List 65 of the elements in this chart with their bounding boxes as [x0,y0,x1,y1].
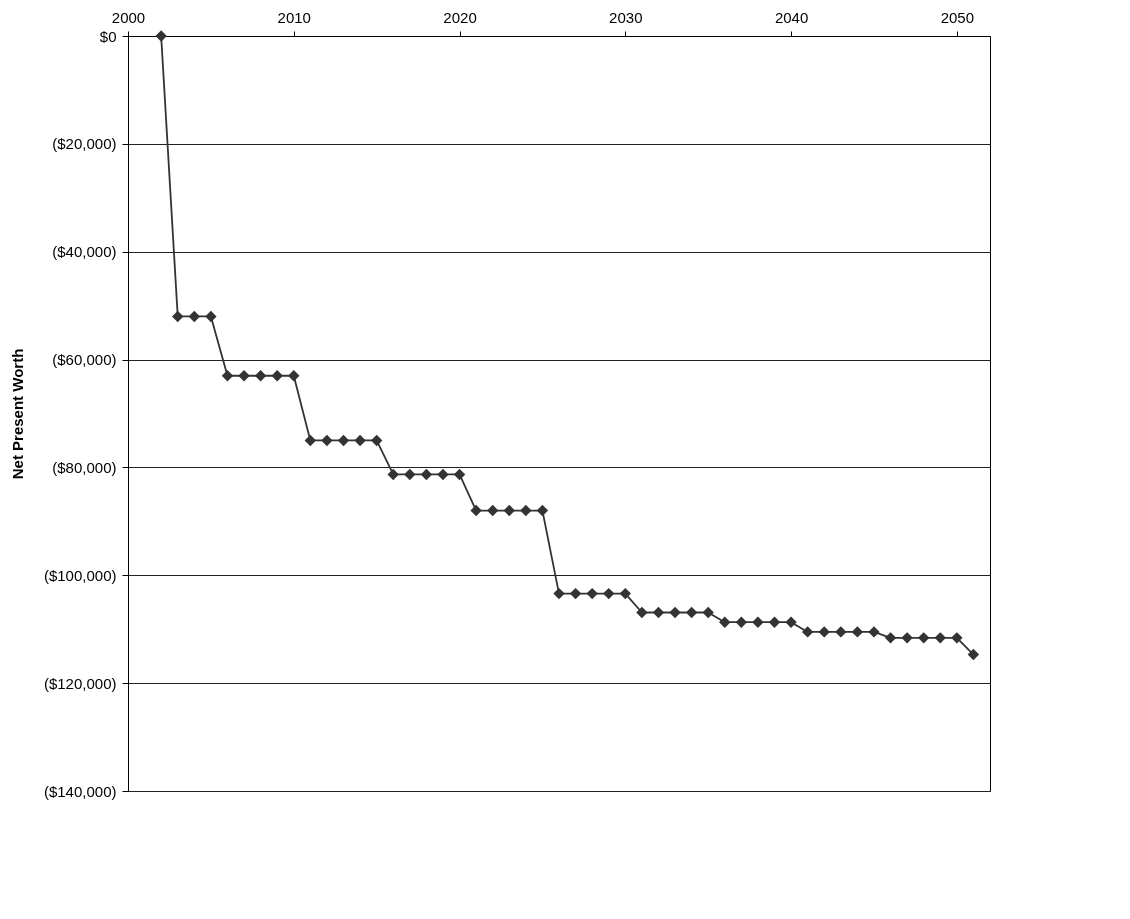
point [172,310,184,323]
point [188,310,201,323]
point [785,616,797,628]
point [420,468,433,481]
y-tick-label: ($120,000) [43,674,117,692]
point [404,468,416,481]
x-tick-label: 2010 [277,8,311,26]
point [271,370,283,382]
y-axis-title: Net Present Worth [8,348,26,480]
point [636,606,648,619]
point [536,504,549,517]
point [155,30,167,42]
point [486,504,499,517]
x-tick-label: 2000 [111,8,146,26]
point [337,434,350,447]
y-tick-label: ($40,000) [52,243,117,261]
point [453,468,466,481]
point [619,587,632,600]
point [901,632,913,644]
y-tick-label: ($80,000) [52,458,117,476]
point [835,626,847,638]
y-tick-label: $0 [99,27,117,45]
point [685,606,698,619]
point [586,587,598,600]
point [387,468,399,481]
point [437,468,449,481]
point [470,504,482,517]
point [735,616,748,628]
point [553,587,565,600]
point [719,616,731,628]
point [503,504,515,517]
point [238,370,250,382]
point [868,626,880,638]
point [951,632,963,644]
point [321,434,333,447]
x-tick-label: 2040 [774,8,809,26]
y-tick-label: ($140,000) [43,782,117,800]
point [934,632,946,644]
point [801,626,814,638]
point [603,587,615,600]
point [702,606,714,619]
point [967,648,980,661]
point [884,632,897,644]
point [354,434,366,447]
point [221,370,234,382]
x-tick-label: 2020 [443,8,477,26]
x-tick-label: 2050 [940,8,975,26]
y-tick-label: ($60,000) [52,351,117,369]
point [370,434,383,447]
point [752,616,764,628]
point [768,616,781,628]
point [569,587,582,600]
point [917,632,930,644]
point [254,370,267,382]
point [851,626,864,638]
point [205,310,217,323]
point [520,504,532,517]
x-tick-label: 2030 [609,8,643,26]
y-tick-label: ($100,000) [43,566,117,584]
point [818,626,830,638]
point [288,370,300,382]
y-tick-label: ($20,000) [52,135,117,153]
point [652,606,665,619]
point [304,434,317,447]
point [669,606,681,619]
